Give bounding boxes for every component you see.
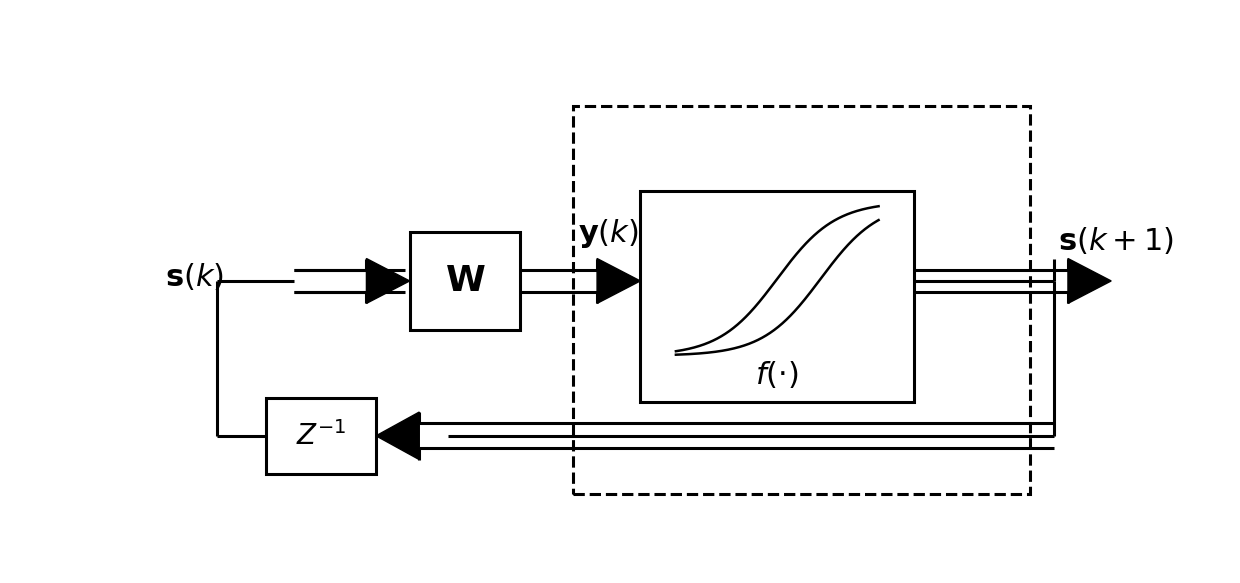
Polygon shape bbox=[367, 258, 409, 303]
Bar bbox=[640, 191, 914, 402]
Bar bbox=[573, 106, 1029, 494]
Text: $Z^{-1}$: $Z^{-1}$ bbox=[295, 421, 346, 451]
Text: $\mathbf{s}(k)$: $\mathbf{s}(k)$ bbox=[165, 261, 223, 292]
Bar bbox=[409, 231, 521, 331]
Text: $\mathbf{s}(k+1)$: $\mathbf{s}(k+1)$ bbox=[1059, 225, 1174, 256]
Polygon shape bbox=[376, 412, 419, 459]
Polygon shape bbox=[596, 258, 640, 303]
Text: $f(\cdot)$: $f(\cdot)$ bbox=[755, 359, 799, 390]
Polygon shape bbox=[1068, 258, 1111, 303]
Text: $\mathbf{W}$: $\mathbf{W}$ bbox=[445, 264, 485, 298]
Text: $\mathbf{y}(k)$: $\mathbf{y}(k)$ bbox=[578, 216, 639, 250]
Bar bbox=[265, 398, 376, 474]
